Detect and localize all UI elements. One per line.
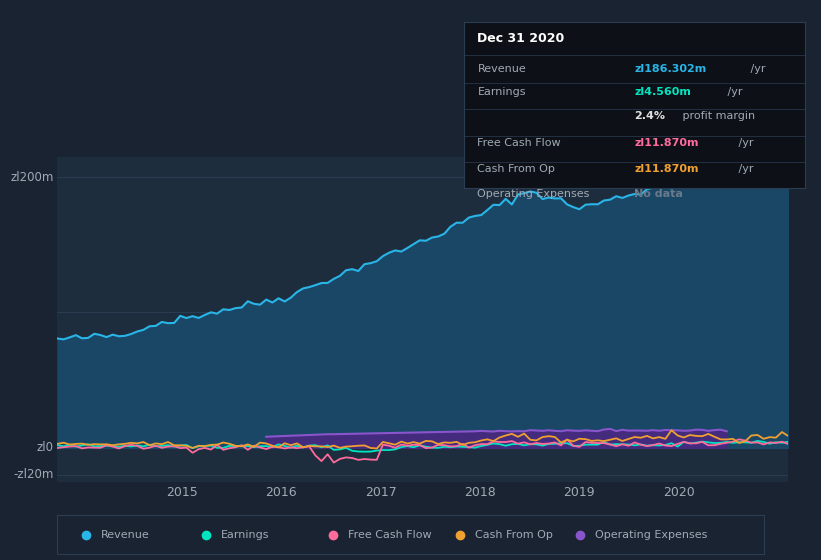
Text: /yr: /yr [736,138,754,148]
Text: Cash From Op: Cash From Op [478,165,555,174]
Text: 2015: 2015 [166,486,198,500]
Text: zl186.302m: zl186.302m [635,64,707,74]
Text: Operating Expenses: Operating Expenses [478,189,589,199]
Text: Earnings: Earnings [478,87,526,97]
Text: Cash From Op: Cash From Op [475,530,553,540]
Text: Revenue: Revenue [478,64,526,74]
Text: Free Cash Flow: Free Cash Flow [348,530,432,540]
Text: No data: No data [635,189,683,199]
Text: Dec 31 2020: Dec 31 2020 [478,32,565,45]
Text: /yr: /yr [736,165,754,174]
Text: 2018: 2018 [464,486,496,500]
Text: 2016: 2016 [265,486,297,500]
Text: Revenue: Revenue [101,530,150,540]
Text: /yr: /yr [746,64,765,74]
Text: zl4.560m: zl4.560m [635,87,691,97]
Text: zl11.870m: zl11.870m [635,165,699,174]
Text: zl200m: zl200m [11,171,54,184]
Text: zl11.870m: zl11.870m [635,138,699,148]
Text: profit margin: profit margin [679,111,755,121]
Text: 2020: 2020 [663,486,695,500]
Text: Operating Expenses: Operating Expenses [595,530,708,540]
Text: -zl20m: -zl20m [13,468,54,482]
Text: 2017: 2017 [365,486,397,500]
Text: 2.4%: 2.4% [635,111,665,121]
Text: Earnings: Earnings [222,530,270,540]
Text: 2019: 2019 [563,486,595,500]
Text: zl0: zl0 [37,441,54,454]
Text: Free Cash Flow: Free Cash Flow [478,138,561,148]
Text: /yr: /yr [724,87,743,97]
